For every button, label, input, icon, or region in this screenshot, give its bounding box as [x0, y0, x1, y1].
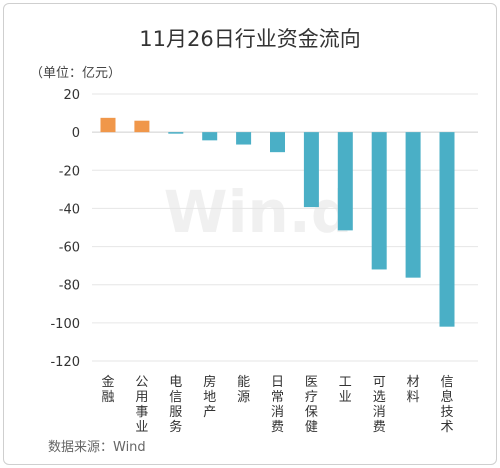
x-axis: 金融 公用事业 电信服务 房地产 能源 日常消费 医疗保健 工业 可选消费 材料 信息技术 [101, 374, 453, 435]
x-tick-label: 金融 [101, 374, 114, 405]
bar-0 [100, 117, 116, 133]
x-tick-label: 日常消费 [271, 375, 284, 435]
y-tick-label: -40 [59, 202, 80, 217]
source-note: 数据来源：Wind [48, 440, 146, 455]
x-tick-label: 公用事业 [135, 375, 148, 435]
y-tick-label: -20 [59, 164, 80, 179]
x-tick-label: 电信服务 [169, 375, 182, 435]
bar-7 [337, 132, 353, 231]
bar-1 [134, 120, 150, 133]
x-tick-label: 材料 [407, 375, 420, 405]
bar-4 [236, 132, 252, 145]
x-tick-label: 工业 [339, 375, 352, 405]
y-tick-label: -100 [50, 317, 80, 332]
bar-6 [303, 132, 319, 208]
y-tick-label: 20 [63, 88, 80, 103]
x-tick-label: 房地产 [203, 374, 216, 420]
bar-10 [439, 132, 455, 327]
bar-5 [270, 132, 285, 153]
y-tick-label: -120 [50, 355, 80, 370]
chart-title: 11月26日行业资金流向 [139, 27, 360, 51]
bar-8 [371, 132, 387, 270]
y-tick-label: -80 [59, 279, 80, 294]
unit-label: （单位：亿元） [30, 66, 121, 81]
y-tick-label: 0 [72, 126, 80, 141]
bars [100, 117, 455, 327]
watermark: Win.d [164, 178, 353, 246]
bar-3 [202, 132, 218, 141]
x-tick-label: 医疗保健 [305, 375, 318, 435]
y-axis: 20 0 -20 -40 -60 -80 -100 -120 [50, 88, 80, 370]
x-tick-label: 能源 [237, 375, 250, 405]
x-tick-label: 可选消费 [373, 375, 386, 435]
y-tick-label: -60 [59, 241, 80, 256]
x-tick-label: 信息技术 [440, 375, 453, 435]
bar-9 [405, 132, 421, 278]
bar-2 [168, 132, 184, 134]
